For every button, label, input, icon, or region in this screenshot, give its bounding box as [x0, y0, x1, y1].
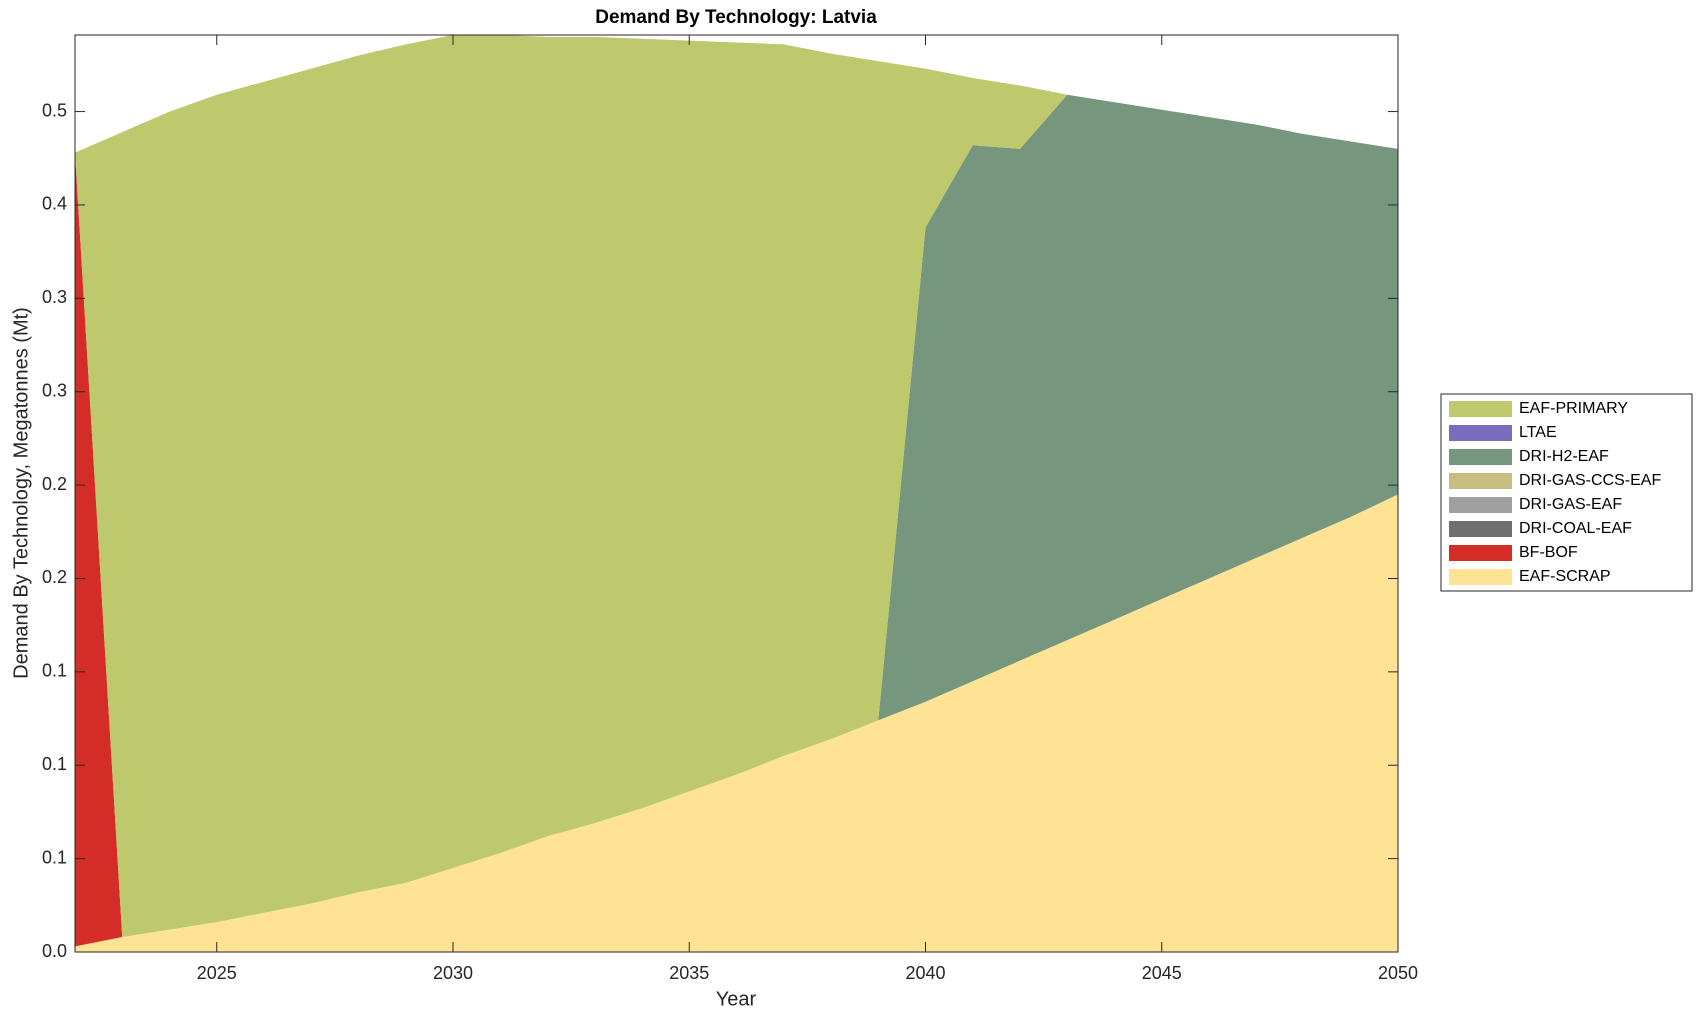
legend-label: DRI-COAL-EAF: [1519, 520, 1632, 537]
legend: EAF-PRIMARY LTAE DRI-H2-EAF DRI-GAS-CCS-EAF…: [1440, 393, 1693, 592]
y-tick-label: 0.4: [42, 194, 67, 214]
y-tick-label: 0.1: [42, 661, 67, 681]
legend-label: EAF-SCRAP: [1519, 568, 1611, 585]
y-tick-label: 0.1: [42, 847, 67, 867]
x-tick-label: 2040: [905, 963, 945, 983]
y-tick-label: 0.2: [42, 567, 67, 587]
legend-swatch: [1449, 569, 1512, 585]
legend-swatch: [1449, 473, 1512, 489]
x-tick-label: 2030: [433, 963, 473, 983]
y-tick-label: 0.1: [42, 754, 67, 774]
y-tick-label: 0.5: [42, 100, 67, 120]
legend-swatch: [1449, 425, 1512, 441]
legend-label: EAF-PRIMARY: [1519, 400, 1628, 417]
legend-swatch: [1449, 401, 1512, 417]
y-tick-label: 0.2: [42, 474, 67, 494]
y-tick-label: 0.0: [42, 941, 67, 961]
x-tick-label: 2050: [1378, 963, 1418, 983]
legend-swatch: [1449, 449, 1512, 465]
legend-label: BF-BOF: [1519, 544, 1578, 561]
legend-swatch: [1449, 521, 1512, 537]
legend-swatch: [1449, 545, 1512, 561]
legend-swatch: [1449, 497, 1512, 513]
y-tick-label: 0.3: [42, 287, 67, 307]
legend-label: DRI-GAS-CCS-EAF: [1519, 472, 1661, 489]
area: [75, 35, 1398, 938]
plot-frame: [74, 34, 1399, 953]
x-tick-label: 2025: [197, 963, 237, 983]
legend-label: DRI-GAS-EAF: [1519, 496, 1622, 513]
area: [75, 494, 1398, 952]
legend-label: LTAE: [1519, 424, 1557, 441]
area: [75, 94, 1398, 938]
legend-box: [1440, 393, 1693, 592]
legend-label: DRI-H2-EAF: [1519, 448, 1609, 465]
y-axis-label: Demand By Technology, Megatonnes (Mt): [10, 307, 32, 679]
y-tick-label: 0.3: [42, 380, 67, 400]
x-tick-label: 2045: [1142, 963, 1182, 983]
chart-title: Demand By Technology: Latvia: [595, 7, 877, 28]
x-tick-label: 2035: [669, 963, 709, 983]
x-axis-label: Year: [716, 988, 757, 1010]
